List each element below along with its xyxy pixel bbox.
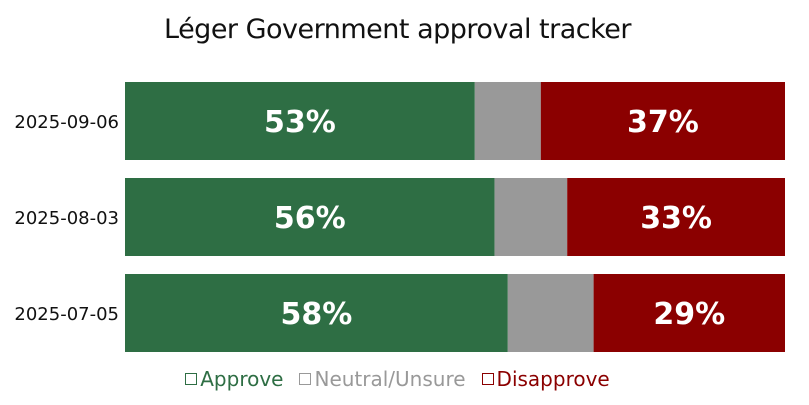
- bar-neutral-unsure-2025-09-06: [474, 82, 541, 160]
- data-label-disapprove-2025-07-05: 29%: [653, 297, 725, 332]
- category-label-2025-07-05: 2025-07-05: [14, 304, 119, 325]
- legend-label-disapprove: Disapprove: [496, 367, 610, 391]
- legend-item-neutral: Neutral/Unsure: [299, 366, 466, 392]
- data-label-approve-2025-08-03: 56%: [274, 201, 346, 236]
- bar-disapprove-2025-08-03: [567, 178, 785, 256]
- chart-title: Léger Government approval tracker: [164, 14, 632, 45]
- legend-swatch-neutral: [299, 373, 312, 385]
- data-label-disapprove-2025-09-06: 37%: [627, 105, 699, 140]
- category-label-2025-09-06: 2025-09-06: [14, 112, 119, 133]
- data-label-disapprove-2025-08-03: 33%: [640, 201, 712, 236]
- legend-swatch-approve: [185, 373, 198, 385]
- legend-item-approve: Approve: [185, 366, 283, 392]
- bar-neutral-unsure-2025-08-03: [494, 178, 568, 256]
- bar-approve-2025-08-03: [125, 178, 495, 256]
- data-label-approve-2025-07-05: 58%: [280, 297, 352, 332]
- bar-approve-2025-07-05: [125, 274, 508, 352]
- legend: Approve Neutral/Unsure Disapprove: [0, 366, 795, 392]
- bar-approve-2025-09-06: [125, 82, 475, 160]
- legend-item-disapprove: Disapprove: [481, 366, 610, 392]
- legend-swatch-disapprove: [481, 373, 494, 385]
- legend-label-approve: Approve: [200, 367, 284, 391]
- bar-disapprove-2025-07-05: [593, 274, 785, 352]
- bar-neutral-unsure-2025-07-05: [507, 274, 594, 352]
- legend-label-neutral: Neutral/Unsure: [314, 367, 466, 391]
- data-label-approve-2025-09-06: 53%: [264, 105, 336, 140]
- bar-disapprove-2025-09-06: [540, 82, 785, 160]
- category-label-2025-08-03: 2025-08-03: [14, 208, 119, 229]
